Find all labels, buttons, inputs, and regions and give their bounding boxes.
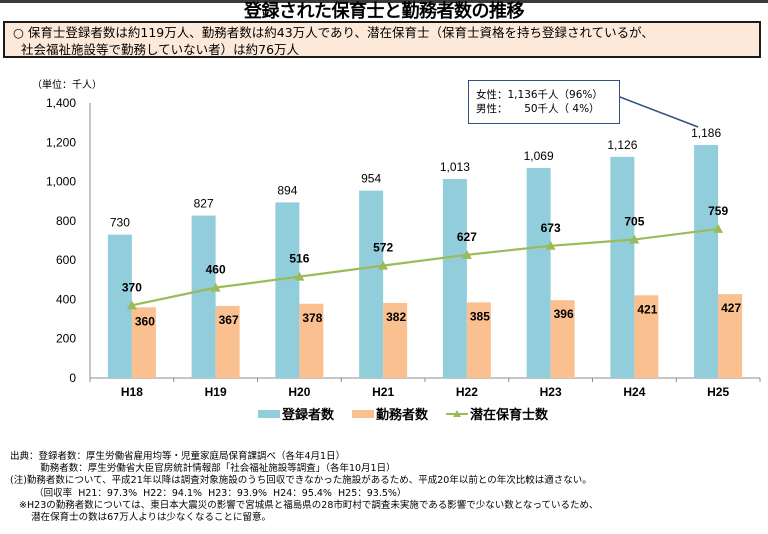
bar-registered <box>526 168 551 378</box>
bar-employed <box>131 307 156 378</box>
data-label-registered: 1,186 <box>691 126 721 140</box>
legend-label-registered: 登録者数 <box>282 408 335 423</box>
data-label-latent: 572 <box>373 241 393 255</box>
bar-employed <box>299 303 324 378</box>
data-label-registered: 730 <box>110 216 130 230</box>
data-label-latent: 516 <box>289 252 309 266</box>
data-label-latent: 370 <box>122 280 142 294</box>
data-label-registered: 827 <box>194 197 214 211</box>
y-tick-label: 1,400 <box>46 96 76 110</box>
x-tick-label: H24 <box>623 385 645 399</box>
bar-employed <box>550 300 575 378</box>
bars <box>107 145 743 378</box>
page-title: 登録された保育士と勤務者数の推移 <box>244 1 525 22</box>
data-label-latent: 673 <box>541 221 561 235</box>
data-label-employed: 367 <box>219 313 239 327</box>
top-border <box>0 0 768 3</box>
marker-latent <box>294 271 305 281</box>
data-label-registered: 1,069 <box>524 149 554 163</box>
marker-latent <box>126 300 137 310</box>
line-series <box>126 223 724 310</box>
marker-latent <box>461 249 472 259</box>
callout-male: 男性： 50千人（ 4%） <box>476 103 600 115</box>
note-line: （回収率 H21：97.3% H22：94.1% H23：93.9% H24：9… <box>10 487 407 499</box>
data-label-latent: 705 <box>624 215 644 229</box>
x-tick-label: H21 <box>372 385 394 399</box>
data-label-employed: 382 <box>386 310 406 324</box>
data-label-registered: 954 <box>361 172 381 186</box>
marker-latent <box>713 223 724 233</box>
note-line: 出典：登録者数：厚生労働省雇用均等・児童家庭局保育課調べ（各年4月1日） <box>10 451 346 462</box>
bar-registered <box>694 145 719 378</box>
legend-item-employed: 勤務者数 <box>352 404 428 423</box>
bar-registered <box>442 179 467 378</box>
unit-label: （単位：千人） <box>32 80 102 91</box>
x-axis: H18 H19 H20 H21 H22 H23 H24 H25 <box>89 377 761 399</box>
marker-latent <box>629 234 640 244</box>
y-tick-label: 800 <box>56 214 76 228</box>
y-tick-label: 0 <box>69 371 76 385</box>
data-label-registered: 894 <box>277 183 297 197</box>
x-tick-label: H25 <box>707 385 729 399</box>
summary-line-2: 社会福祉施設等で勤務していない者）は約76万人 <box>21 42 300 57</box>
bar-registered <box>107 234 132 378</box>
data-label-latent: 460 <box>206 263 226 277</box>
x-tick-label: H20 <box>288 385 310 399</box>
note-line: ※H23の勤務者数については、東日本大震災の影響で宮城県と福島県の28市町村で調… <box>10 499 599 511</box>
data-label-employed: 396 <box>554 307 574 321</box>
marker-latent <box>378 260 389 270</box>
callout-female: 女性：1,136千人（96%） <box>476 89 603 101</box>
data-label-latent: 759 <box>708 204 728 218</box>
y-tick-label: 1,200 <box>46 135 76 149</box>
y-axis: 0 200 400 600 800 1,000 1,200 1,400 <box>46 96 91 385</box>
x-tick-label: H22 <box>456 385 478 399</box>
bar-registered <box>191 215 216 378</box>
note-line: 勤務者数：厚生労働省大臣官房統計情報部「社会福祉施設等調査」（各年10月1日） <box>10 463 396 475</box>
note-line: (注)勤務者数について、平成21年以降は調査対象施設のうち回収できなかった施設が… <box>10 475 592 487</box>
summary-box: ○ 保育士登録者数は約119万人、勤務者数は約43万人であり、潜在保育士（保育士… <box>3 21 761 58</box>
y-tick-label: 1,000 <box>46 175 76 189</box>
bar-employed <box>383 302 408 378</box>
legend-label-employed: 勤務者数 <box>376 408 429 423</box>
legend-swatch-registered <box>258 409 280 418</box>
bar-employed <box>718 294 743 378</box>
bar-registered <box>275 202 300 378</box>
data-label-employed: 378 <box>302 311 322 325</box>
data-label-employed: 385 <box>470 309 490 323</box>
bar-employed <box>634 295 659 378</box>
marker-latent <box>545 240 556 250</box>
y-tick-label: 200 <box>56 332 76 346</box>
legend-item-latent: 潜在保育士数 <box>446 404 548 423</box>
marker-latent <box>210 282 221 292</box>
callout-leader-line <box>619 96 699 128</box>
bar-employed <box>466 302 491 378</box>
legend: 登録者数 勤務者数 潜在保育士数 <box>258 404 566 423</box>
gender-callout: 女性：1,136千人（96%） 男性： 50千人（ 4%） <box>468 80 620 124</box>
legend-swatch-employed <box>352 409 375 418</box>
data-label-employed: 360 <box>135 314 155 328</box>
data-labels: 730 360 827 367 894 378 954 382 1,013 385 1,069 396… <box>110 126 742 328</box>
note-line: 潜在保育士の数は67万人よりは少なくなることに留意。 <box>10 512 272 524</box>
y-tick-label: 400 <box>56 292 76 306</box>
data-label-employed: 421 <box>637 302 657 316</box>
legend-swatch-latent <box>446 409 469 417</box>
data-label-registered: 1,013 <box>440 160 470 174</box>
source-notes: 出典：登録者数：厚生労働省雇用均等・児童家庭局保育課調べ（各年4月1日） 勤務者… <box>10 451 599 524</box>
data-label-employed: 427 <box>721 301 741 315</box>
line-latent <box>131 227 719 307</box>
legend-label-latent: 潜在保育士数 <box>470 408 549 423</box>
legend-item-registered: 登録者数 <box>258 404 334 423</box>
x-tick-label: H23 <box>540 385 562 399</box>
data-label-latent: 627 <box>457 230 477 244</box>
x-tick-label: H19 <box>205 385 227 399</box>
x-tick-label: H18 <box>121 385 143 399</box>
bar-registered <box>359 190 384 378</box>
data-label-registered: 1,126 <box>607 138 637 152</box>
bar-employed <box>215 305 240 378</box>
bar-registered <box>610 156 635 378</box>
y-tick-label: 600 <box>56 253 76 267</box>
summary-line-1: ○ 保育士登録者数は約119万人、勤務者数は約43万人であり、潜在保育士（保育士… <box>13 25 654 40</box>
